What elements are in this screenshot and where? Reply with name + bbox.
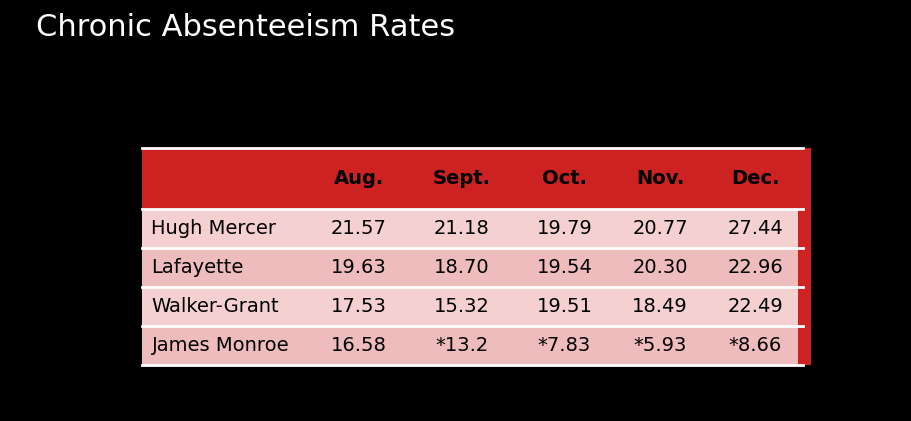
Text: Sept.: Sept. <box>432 169 490 188</box>
Text: 16.58: 16.58 <box>331 336 386 355</box>
Text: Walker-Grant: Walker-Grant <box>151 297 279 316</box>
Text: 15.32: 15.32 <box>434 297 489 316</box>
Text: Aug.: Aug. <box>333 169 384 188</box>
Bar <box>517 287 611 326</box>
Text: 19.54: 19.54 <box>536 258 592 277</box>
Bar <box>142 148 311 209</box>
Bar <box>707 326 803 365</box>
Bar <box>142 209 311 248</box>
Text: 19.63: 19.63 <box>331 258 386 277</box>
Bar <box>707 287 803 326</box>
Bar <box>311 248 406 287</box>
Text: Chronic Absenteeism Rates: Chronic Absenteeism Rates <box>36 13 456 42</box>
Bar <box>517 326 611 365</box>
Bar <box>611 287 707 326</box>
Text: 27.44: 27.44 <box>727 219 783 238</box>
Text: Nov.: Nov. <box>635 169 683 188</box>
Text: James Monroe: James Monroe <box>151 336 289 355</box>
Bar <box>611 148 707 209</box>
Text: *8.66: *8.66 <box>728 336 781 355</box>
Text: 20.77: 20.77 <box>631 219 687 238</box>
Text: Oct.: Oct. <box>541 169 587 188</box>
Bar <box>406 209 517 248</box>
Text: Dec.: Dec. <box>731 169 779 188</box>
Bar <box>707 248 803 287</box>
Bar <box>406 326 517 365</box>
Bar <box>311 287 406 326</box>
Bar <box>311 326 406 365</box>
Bar <box>406 287 517 326</box>
Bar <box>142 287 311 326</box>
Bar <box>517 148 611 209</box>
Text: 20.30: 20.30 <box>631 258 687 277</box>
Bar <box>142 326 311 365</box>
Text: *13.2: *13.2 <box>435 336 487 355</box>
Text: 17.53: 17.53 <box>331 297 386 316</box>
Bar <box>406 248 517 287</box>
Text: Lafayette: Lafayette <box>151 258 243 277</box>
Bar <box>611 326 707 365</box>
Bar <box>517 248 611 287</box>
Text: Hugh Mercer: Hugh Mercer <box>151 219 276 238</box>
Bar <box>406 148 517 209</box>
Text: 22.49: 22.49 <box>727 297 783 316</box>
Text: 22.96: 22.96 <box>727 258 783 277</box>
Text: *7.83: *7.83 <box>537 336 590 355</box>
Text: *5.93: *5.93 <box>632 336 686 355</box>
Text: 18.49: 18.49 <box>631 297 687 316</box>
Bar <box>707 209 803 248</box>
Bar <box>311 148 406 209</box>
Bar <box>611 248 707 287</box>
Text: 19.51: 19.51 <box>536 297 592 316</box>
Text: 19.79: 19.79 <box>536 219 592 238</box>
Bar <box>707 148 803 209</box>
Bar <box>517 209 611 248</box>
Bar <box>311 209 406 248</box>
Text: 21.18: 21.18 <box>434 219 489 238</box>
Text: 21.57: 21.57 <box>331 219 386 238</box>
Bar <box>611 209 707 248</box>
Bar <box>797 148 810 365</box>
Text: 18.70: 18.70 <box>434 258 489 277</box>
Bar <box>142 248 311 287</box>
